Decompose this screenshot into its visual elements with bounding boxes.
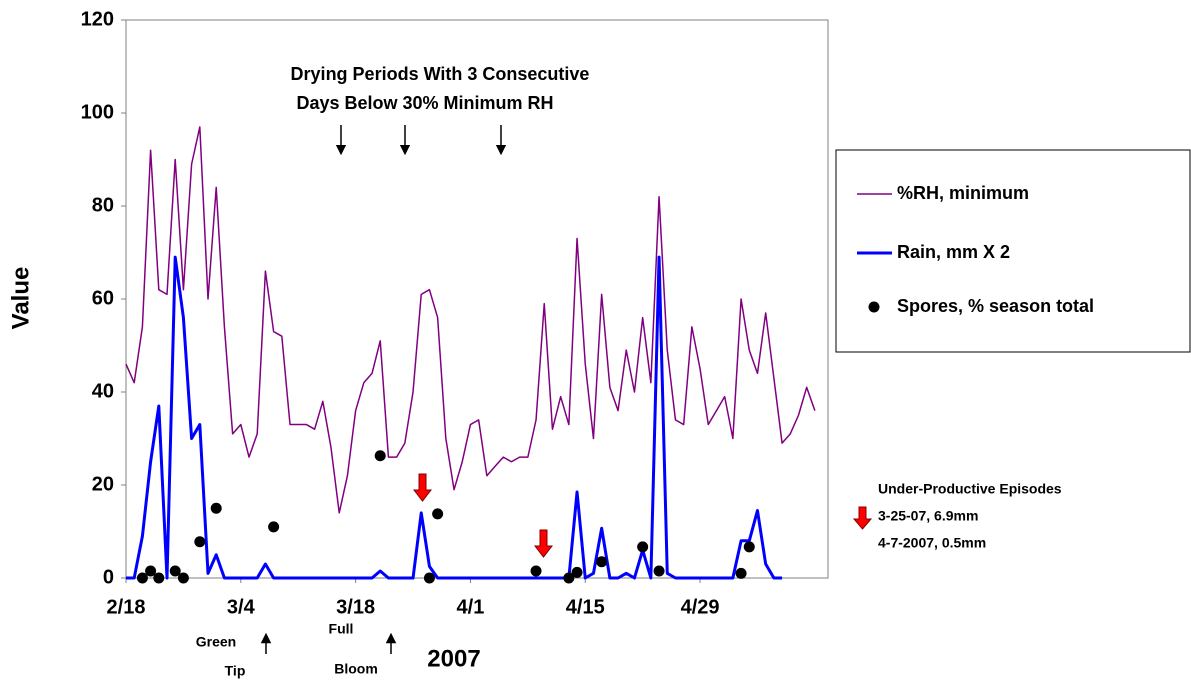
spore-point: [653, 565, 665, 577]
spore-point: [563, 572, 575, 584]
legend-label: Rain, mm X 2: [897, 242, 1010, 262]
y-axis-title: Value: [7, 267, 34, 330]
annotation: 4-7-2007, 0.5mm: [878, 535, 986, 551]
red-arrows: [412, 473, 873, 558]
legend-label: Spores, % season total: [897, 296, 1094, 316]
spore-point: [735, 567, 747, 579]
y-tick-label: 120: [81, 8, 114, 30]
spore-point: [145, 565, 157, 577]
y-tick-label: 20: [92, 473, 114, 495]
spore-point: [210, 502, 222, 514]
spore-point: [268, 521, 280, 533]
series-line: [125, 126, 816, 514]
legend-label: %RH, minimum: [897, 183, 1029, 203]
x-tick-label: 4/1: [457, 596, 485, 618]
annotation: Drying Periods With 3 Consecutive: [291, 64, 590, 84]
drying-arrows: [335, 125, 507, 156]
spore-point: [571, 566, 583, 578]
annotation: Tip: [225, 663, 246, 679]
spore-point: [530, 565, 542, 577]
spore-point: [743, 541, 755, 553]
spore-point: [432, 508, 444, 520]
annotation: Full: [329, 621, 354, 637]
spore-point: [596, 556, 608, 568]
spore-point: [423, 572, 435, 584]
x-tick-label: 3/4: [227, 596, 256, 618]
spore-point: [136, 572, 148, 584]
y-tick-label: 0: [103, 566, 114, 588]
annotation: 3-25-07, 6.9mm: [878, 508, 978, 524]
y-tick-label: 80: [92, 194, 114, 216]
x-tick-label: 4/15: [566, 596, 605, 618]
y-tick-label: 40: [92, 380, 114, 402]
annotation: Under-Productive Episodes: [878, 481, 1062, 497]
x-axis-title: 2007: [427, 645, 480, 672]
spore-point: [177, 572, 189, 584]
x-tick-label: 2/18: [107, 596, 146, 618]
y-tick-label: 100: [81, 101, 114, 123]
spore-point: [374, 450, 386, 462]
series-line: [126, 255, 783, 580]
spore-point: [153, 572, 165, 584]
legend-marker: [868, 301, 880, 313]
up-arrows: [260, 632, 397, 654]
annotation: Bloom: [334, 661, 378, 677]
spore-point: [169, 565, 181, 577]
y-tick-label: 60: [92, 287, 114, 309]
legend: [835, 149, 1191, 353]
annotation: Days Below 30% Minimum RH: [296, 93, 553, 113]
spore-point: [637, 541, 649, 553]
spore-point: [194, 536, 206, 548]
x-tick-label: 3/18: [336, 596, 375, 618]
x-tick-label: 4/29: [681, 596, 720, 618]
annotation: Green: [196, 634, 236, 650]
